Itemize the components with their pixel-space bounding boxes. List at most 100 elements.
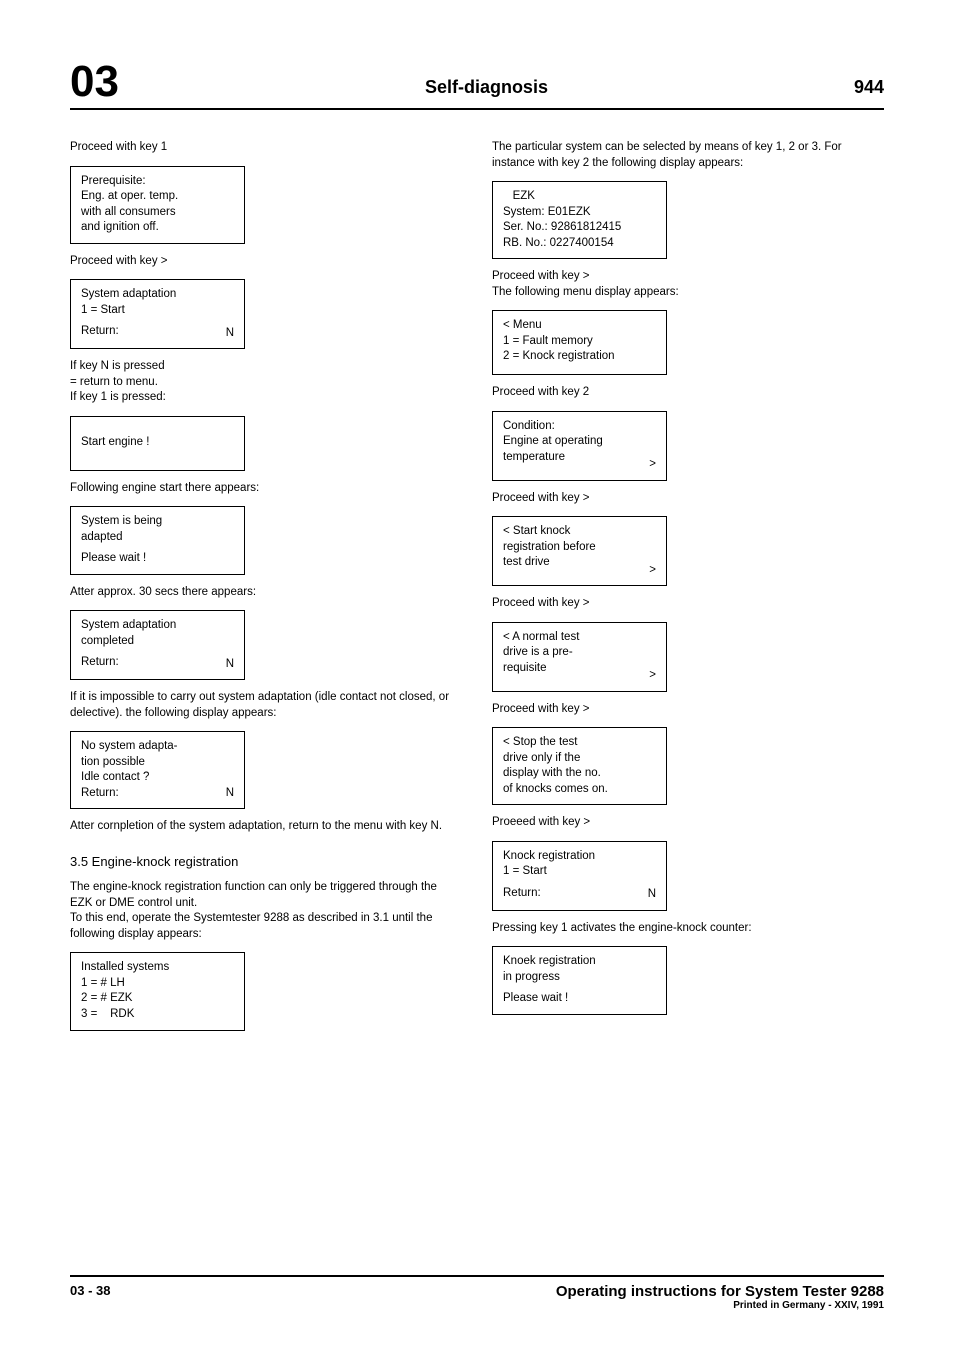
instruction-text: Atter cornpletion of the system adaptati… xyxy=(70,819,462,835)
display-line: RB. No.: 0227400154 xyxy=(503,236,656,252)
display-line: < Stop the test xyxy=(503,735,656,751)
footer-subtitle: Printed in Germany - XXIV, 1991 xyxy=(556,1300,884,1311)
instruction-text: If key 1 is pressed: xyxy=(70,390,462,406)
page-title: Self-diagnosis xyxy=(119,77,854,104)
display-box: < A normal test drive is a pre- requisit… xyxy=(492,622,667,692)
instruction-text: The following menu display appears: xyxy=(492,285,884,301)
display-box: System adaptation completed Return: N xyxy=(70,610,245,680)
instruction-text: Proceed with key > xyxy=(492,702,884,718)
display-line: System is being xyxy=(81,514,234,530)
instruction-text: Following engine start there appears: xyxy=(70,481,462,497)
instruction-text: = return to menu. xyxy=(70,375,462,391)
display-line: 2 = Knock registration xyxy=(503,349,656,365)
display-line: Return: xyxy=(81,655,234,671)
instruction-text: Proceed with key > xyxy=(492,269,884,285)
display-line: temperature xyxy=(503,450,656,466)
display-line: tion possible xyxy=(81,755,234,771)
display-line: of knocks comes on. xyxy=(503,782,656,798)
page-header: 03 Self-diagnosis 944 xyxy=(70,60,884,110)
display-box: Prerequisite: Eng. at oper. temp. with a… xyxy=(70,166,245,244)
display-box: < Stop the test drive only if the displa… xyxy=(492,727,667,805)
display-line: Return: xyxy=(81,324,234,340)
display-line: Installed systems xyxy=(81,960,234,976)
n-key-marker: N xyxy=(226,657,234,673)
display-line: Eng. at oper. temp. xyxy=(81,189,234,205)
display-line: System adaptation xyxy=(81,287,234,303)
display-line: drive only if the xyxy=(503,751,656,767)
display-line: and ignition off. xyxy=(81,220,234,236)
left-column: Proceed with key 1 Prerequisite: Eng. at… xyxy=(70,140,462,1041)
display-line: EZK xyxy=(503,189,656,205)
footer-title: Operating instructions for System Tester… xyxy=(556,1283,884,1300)
display-line: in progress xyxy=(503,970,656,986)
display-line: Please wait ! xyxy=(81,551,234,567)
display-box: Condition: Engine at operating temperatu… xyxy=(492,411,667,481)
instruction-text: Proceed with key 2 xyxy=(492,385,884,401)
display-line: No system adapta- xyxy=(81,739,234,755)
display-box: EZK System: E01EZK Ser. No.: 92861812415… xyxy=(492,181,667,259)
display-line: < Menu xyxy=(503,318,656,334)
display-line: Please wait ! xyxy=(503,991,656,1007)
instruction-text: Proceed with key > xyxy=(70,254,462,270)
instruction-text: Proceed with key > xyxy=(492,491,884,507)
n-key-marker: N xyxy=(226,326,234,342)
section-heading: 3.5 Engine-knock registration xyxy=(70,853,462,871)
right-column: The particular system can be selected by… xyxy=(492,140,884,1041)
display-box: Knoek registration in progress Please wa… xyxy=(492,946,667,1015)
gt-key-marker: > xyxy=(649,457,656,473)
display-line: 1 = Fault memory xyxy=(503,334,656,350)
display-box: System is being adapted Please wait ! xyxy=(70,506,245,575)
display-box: Start engine ! xyxy=(70,416,245,471)
section-number: 03 xyxy=(70,60,119,104)
n-key-marker: N xyxy=(648,887,656,903)
instruction-text: Pressing key 1 activates the engine-knoc… xyxy=(492,921,884,937)
display-line: drive is a pre- xyxy=(503,645,656,661)
display-box: Knock registration 1 = Start Return: N xyxy=(492,841,667,911)
gt-key-marker: > xyxy=(649,563,656,579)
display-box: Installed systems 1 = # LH 2 = # EZK 3 =… xyxy=(70,952,245,1030)
display-line: Knock registration xyxy=(503,849,656,865)
instruction-text: Proeeed with key > xyxy=(492,815,884,831)
instruction-text: If key N is pressed xyxy=(70,359,462,375)
footer-right: Operating instructions for System Tester… xyxy=(556,1283,884,1311)
display-line: display with the no. xyxy=(503,766,656,782)
display-line: Start engine ! xyxy=(81,435,149,451)
instruction-text: To this end, operate the Systemtester 92… xyxy=(70,911,462,942)
display-line: with all consumers xyxy=(81,205,234,221)
display-box: System adaptation 1 = Start Return: N xyxy=(70,279,245,349)
model-number: 944 xyxy=(854,77,884,104)
instruction-text: Atter approx. 30 secs there appears: xyxy=(70,585,462,601)
display-line: 1 = Start xyxy=(503,864,656,880)
display-line: < A normal test xyxy=(503,630,656,646)
instruction-text: Proceed with key 1 xyxy=(70,140,462,156)
display-line: 3 = RDK xyxy=(81,1007,234,1023)
display-line: completed xyxy=(81,634,234,650)
instruction-text: Proceed with key > xyxy=(492,596,884,612)
instruction-text: If it is impossible to carry out system … xyxy=(70,690,462,721)
gt-key-marker: > xyxy=(649,668,656,684)
display-box: < Menu 1 = Fault memory 2 = Knock regist… xyxy=(492,310,667,375)
display-line: Prerequisite: xyxy=(81,174,234,190)
display-line: 1 = Start xyxy=(81,303,234,319)
display-line: Ser. No.: 92861812415 xyxy=(503,220,656,236)
main-content: Proceed with key 1 Prerequisite: Eng. at… xyxy=(70,140,884,1041)
display-line: 1 = # LH xyxy=(81,976,234,992)
display-line: Return: xyxy=(81,786,234,802)
display-line: test drive xyxy=(503,555,656,571)
n-key-marker: N xyxy=(226,786,234,802)
display-line: registration before xyxy=(503,540,656,556)
display-line: 2 = # EZK xyxy=(81,991,234,1007)
instruction-text: The particular system can be selected by… xyxy=(492,140,884,171)
display-line: Knoek registration xyxy=(503,954,656,970)
instruction-text: The engine-knock registration function c… xyxy=(70,880,462,911)
display-line: Return: xyxy=(503,886,656,902)
display-line: Idle contact ? xyxy=(81,770,234,786)
display-line: < Start knock xyxy=(503,524,656,540)
display-box: No system adapta- tion possible Idle con… xyxy=(70,731,245,809)
page-number: 03 - 38 xyxy=(70,1283,110,1298)
display-line: requisite xyxy=(503,661,656,677)
display-line: Condition: xyxy=(503,419,656,435)
page-footer: 03 - 38 Operating instructions for Syste… xyxy=(70,1275,884,1311)
display-line: System adaptation xyxy=(81,618,234,634)
display-line: Engine at operating xyxy=(503,434,656,450)
